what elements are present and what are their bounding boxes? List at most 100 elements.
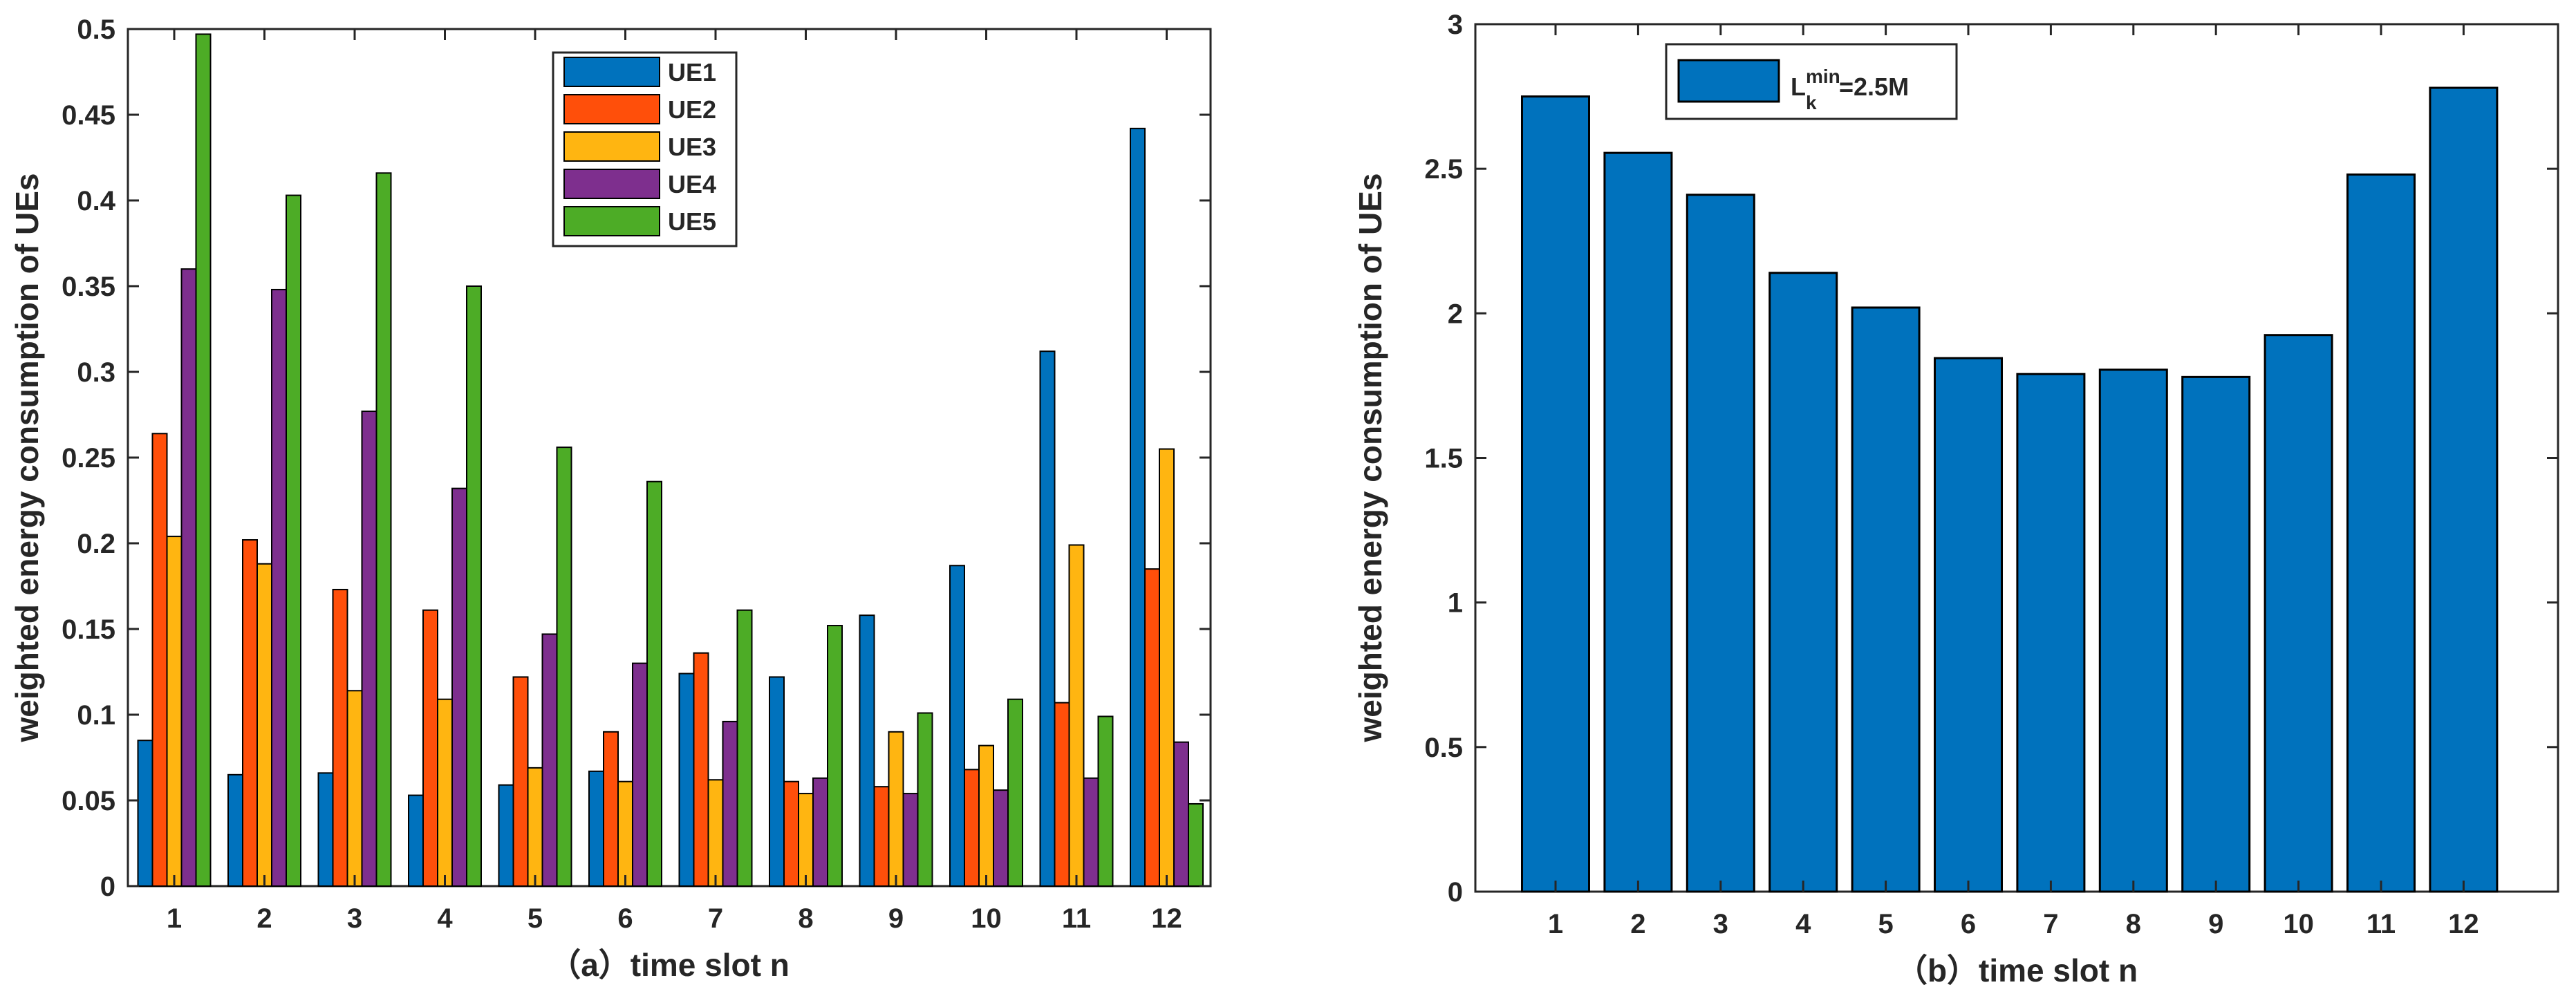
bar-ue5-slot-6 — [647, 482, 662, 886]
bar-ue2-slot-1 — [153, 433, 167, 886]
bar-ue2-slot-7 — [694, 653, 709, 886]
chart-b-y-axis-label: weighted energy consumption of UEs — [1352, 173, 1388, 743]
y-tick-label: 0.45 — [62, 100, 115, 131]
bar-lkmin25m-slot-6 — [1935, 358, 2002, 892]
bar-ue5-slot-2 — [286, 196, 301, 886]
bar-ue1-slot-2 — [228, 775, 243, 886]
chart-b-legend: Lmin k =2.5M — [1666, 44, 1957, 119]
y-tick-label: 0.15 — [62, 614, 115, 645]
bar-lkmin25m-slot-5 — [1852, 308, 1919, 892]
bar-ue5-slot-5 — [557, 447, 572, 886]
y-tick-label: 3 — [1448, 10, 1463, 40]
bar-ue2-slot-6 — [604, 732, 618, 886]
legend-swatch-ue4 — [564, 169, 660, 198]
x-tick-label: 5 — [1878, 909, 1893, 939]
bar-ue4-slot-5 — [543, 634, 557, 886]
chart-b-bars — [1522, 88, 2497, 892]
legend-label-ue3: UE3 — [668, 133, 716, 161]
bar-ue1-slot-10 — [950, 565, 964, 886]
bar-ue1-slot-11 — [1040, 351, 1055, 886]
bar-ue1-slot-6 — [589, 771, 604, 886]
x-tick-label: 10 — [971, 903, 1002, 934]
bar-ue5-slot-4 — [467, 286, 481, 886]
y-tick-label: 0.2 — [77, 529, 115, 559]
bar-ue3-slot-3 — [348, 691, 362, 886]
x-tick-label: 3 — [1713, 909, 1728, 939]
bar-lkmin25m-slot-10 — [2265, 335, 2332, 892]
bar-lkmin25m-slot-11 — [2348, 175, 2415, 892]
x-tick-label: 7 — [708, 903, 723, 934]
bar-ue1-slot-7 — [680, 673, 694, 886]
bar-ue4-slot-2 — [272, 290, 286, 886]
legend-swatch-ue1 — [564, 57, 660, 86]
bar-ue5-slot-8 — [828, 626, 842, 886]
y-tick-label: 0 — [1448, 877, 1463, 908]
bar-ue4-slot-11 — [1084, 778, 1099, 886]
bar-ue4-slot-1 — [182, 269, 196, 886]
legend-swatch-ue2 — [564, 95, 660, 124]
y-tick-label: 1 — [1448, 588, 1463, 619]
bar-ue5-slot-9 — [918, 713, 933, 886]
bar-ue4-slot-8 — [813, 778, 828, 886]
legend-swatch-ue5 — [564, 207, 660, 236]
x-tick-label: 10 — [2283, 909, 2314, 939]
bar-ue5-slot-1 — [196, 34, 211, 886]
chart-a-x-axis-label: （a）time slot n — [549, 947, 790, 983]
bar-ue3-slot-4 — [438, 699, 452, 886]
chart-b-legend-swatch — [1679, 60, 1779, 102]
x-tick-label: 5 — [528, 903, 543, 934]
bar-ue1-slot-8 — [769, 677, 784, 886]
y-tick-label: 1.5 — [1424, 444, 1463, 474]
bar-ue4-slot-12 — [1174, 742, 1188, 886]
x-tick-label: 4 — [437, 903, 453, 934]
y-tick-label: 0.3 — [77, 357, 115, 388]
bar-ue2-slot-10 — [964, 769, 979, 886]
x-tick-label: 11 — [2367, 909, 2396, 939]
bar-ue3-slot-6 — [618, 782, 633, 886]
chart-b: 00.511.522.53 1 2 3 4 5 6 7 8 9 10 11 12 （b）time sl… — [1352, 10, 2558, 988]
y-tick-label: 0.5 — [1424, 733, 1463, 763]
bar-ue2-slot-12 — [1145, 569, 1159, 886]
legend-subscript: k — [1806, 92, 1817, 113]
bar-lkmin25m-slot-9 — [2183, 377, 2250, 892]
x-tick-label: 8 — [2126, 909, 2141, 939]
legend-label-ue1: UE1 — [668, 58, 716, 86]
bar-ue3-slot-11 — [1070, 545, 1084, 886]
bar-ue5-slot-3 — [377, 173, 391, 886]
legend-label-ue2: UE2 — [668, 95, 716, 124]
x-tick-label: 2 — [256, 903, 272, 934]
x-tick-label: 9 — [2208, 909, 2223, 939]
bar-ue1-slot-9 — [860, 615, 875, 886]
bar-ue3-slot-8 — [799, 793, 813, 886]
bar-ue4-slot-9 — [904, 793, 918, 886]
y-tick-label: 0.4 — [77, 186, 115, 216]
bar-ue3-slot-12 — [1159, 449, 1174, 886]
x-tick-label: 12 — [1151, 903, 1182, 934]
bar-ue4-slot-6 — [633, 664, 647, 886]
y-tick-label: 0.05 — [62, 786, 115, 816]
bar-ue5-slot-11 — [1099, 716, 1113, 886]
figure: 0 0.05 0.1 0.15 0.2 0.25 0.3 0.35 0.4 0.45 0.5 123… — [0, 0, 2576, 1002]
bar-ue3-slot-7 — [709, 780, 723, 886]
x-tick-label: 3 — [347, 903, 362, 934]
bar-ue2-slot-4 — [423, 610, 438, 886]
bar-ue2-slot-11 — [1055, 703, 1070, 886]
bar-ue1-slot-12 — [1130, 129, 1145, 886]
bar-ue2-slot-3 — [333, 590, 348, 886]
bar-lkmin25m-slot-4 — [1770, 273, 1837, 892]
bar-ue4-slot-4 — [452, 489, 467, 886]
x-tick-label: 4 — [1795, 909, 1811, 939]
legend-suffix: =2.5M — [1839, 73, 1909, 101]
x-tick-label: 11 — [1062, 903, 1091, 934]
bar-ue4-slot-10 — [993, 790, 1008, 886]
bar-ue1-slot-3 — [319, 773, 333, 886]
bar-ue1-slot-5 — [499, 785, 514, 886]
chart-figure: 00.050.10.150.20.250.30.350.40.450.5 123… — [0, 0, 2576, 1002]
legend-label-ue5: UE5 — [668, 207, 716, 236]
bar-ue2-slot-9 — [875, 787, 889, 886]
bar-lkmin25m-slot-3 — [1687, 195, 1754, 892]
y-tick-label: 0.1 — [77, 700, 115, 731]
x-tick-label: 12 — [2448, 909, 2479, 939]
bar-ue5-slot-10 — [1008, 699, 1023, 886]
legend-label-ue4: UE4 — [668, 170, 716, 198]
